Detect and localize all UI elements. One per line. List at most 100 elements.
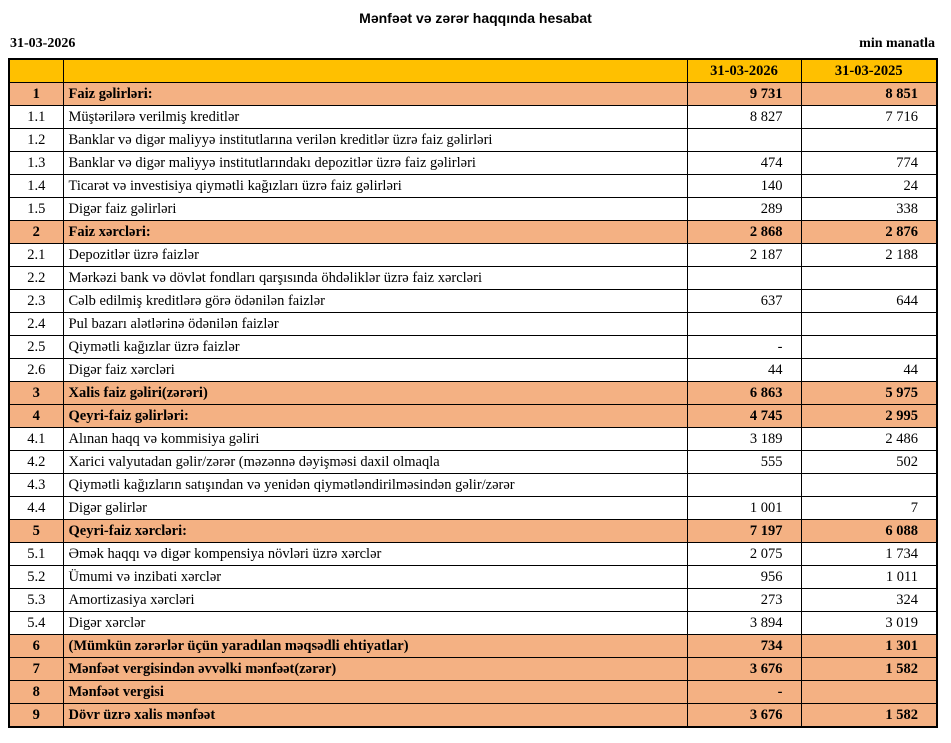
value-2025: 8 851 [800, 82, 938, 106]
value-2026: - [686, 335, 802, 359]
value-2025: 324 [800, 588, 938, 612]
row-number: 4.3 [8, 473, 64, 497]
row-number: 1.5 [8, 197, 64, 221]
value-2025: 502 [800, 450, 938, 474]
row-number: 1.3 [8, 151, 64, 175]
value-2025: 6 088 [800, 519, 938, 543]
value-2026: 2 187 [686, 243, 802, 267]
row-number: 9 [8, 703, 64, 728]
table-row: 3 Xalis faiz gəliri(zərəri) 6 863 5 975 [8, 381, 938, 405]
row-number: 2.2 [8, 266, 64, 290]
table-row: 2.3 Cəlb edilmiş kreditlərə görə ödənilən… [8, 289, 938, 313]
row-label: Ticarət və investisiya qiymətli kağızlar… [62, 174, 688, 198]
value-2026: 3 676 [686, 657, 802, 681]
row-label: Dövr üzrə xalis mənfəət [62, 703, 688, 728]
value-2026 [686, 473, 802, 497]
value-2026: 637 [686, 289, 802, 313]
row-number: 5 [8, 519, 64, 543]
value-2025: 644 [800, 289, 938, 313]
row-number: 4.1 [8, 427, 64, 451]
value-2026: 4 745 [686, 404, 802, 428]
row-label: Alınan haqq və kommisiya gəliri [62, 427, 688, 451]
table-row: 7 Mənfəət vergisindən əvvəlki mənfəət(zər… [8, 657, 938, 681]
row-number: 2.4 [8, 312, 64, 336]
row-number: 7 [8, 657, 64, 681]
table-row: 4.4 Digər gəlirlər 1 001 7 [8, 496, 938, 520]
row-number: 2.6 [8, 358, 64, 382]
value-2026 [686, 312, 802, 336]
value-2026: 44 [686, 358, 802, 382]
row-number: 5.1 [8, 542, 64, 566]
table-row: 2.5 Qiymətli kağızlar üzrə faizlər - [8, 335, 938, 359]
row-number: 5.3 [8, 588, 64, 612]
row-label: Mərkəzi bank və dövlət fondları qarşısın… [62, 266, 688, 290]
table-row: 6 (Mümkün zərərlər üçün yaradılan məqsədl… [8, 634, 938, 658]
row-label: Digər faiz xərcləri [62, 358, 688, 382]
row-label: Amortizasiya xərcləri [62, 588, 688, 612]
table-row: 2.2 Mərkəzi bank və dövlət fondları qarşı… [8, 266, 938, 290]
table-row: 5.3 Amortizasiya xərcləri 273 324 [8, 588, 938, 612]
value-2026 [686, 128, 802, 152]
row-number: 4.2 [8, 450, 64, 474]
table-row: 1 Faiz gəlirləri: 9 731 8 851 [8, 82, 938, 106]
row-label: Qiymətli kağızların satışından və yenidə… [62, 473, 688, 497]
value-2025: 24 [800, 174, 938, 198]
table-row: 5.4 Digər xərclər 3 894 3 019 [8, 611, 938, 635]
row-number: 4.4 [8, 496, 64, 520]
value-2025: 7 716 [800, 105, 938, 129]
report-date: 31-03-2026 [10, 36, 76, 51]
value-2025: 5 975 [800, 381, 938, 405]
income-table: 31-03-2026 31-03-2025 1 Faiz gəlirləri: 9 … [8, 58, 938, 728]
row-label: Qeyri-faiz xərcləri: [62, 519, 688, 543]
value-2026: 956 [686, 565, 802, 589]
table-row: 4.1 Alınan haqq və kommisiya gəliri 3 189 2… [8, 427, 938, 451]
row-label: Mənfəət vergisi [62, 680, 688, 704]
value-2026: 3 189 [686, 427, 802, 451]
value-2026: - [686, 680, 802, 704]
row-label: Mənfəət vergisindən əvvəlki mənfəət(zərə… [62, 657, 688, 681]
row-label: Xalis faiz gəliri(zərəri) [62, 381, 688, 405]
value-2026: 273 [686, 588, 802, 612]
row-number: 2.1 [8, 243, 64, 267]
value-2026: 289 [686, 197, 802, 221]
row-label: Banklar və digər maliyyə institutlarında… [62, 151, 688, 175]
row-number: 2.3 [8, 289, 64, 313]
table-row: 2.6 Digər faiz xərcləri 44 44 [8, 358, 938, 382]
row-label: Pul bazarı alətlərinə ödənilən faizlər [62, 312, 688, 336]
row-label: Banklar və digər maliyyə institutlarına … [62, 128, 688, 152]
table-body: 31-03-2026 31-03-2025 1 Faiz gəlirləri: 9 … [8, 58, 938, 728]
value-2026: 6 863 [686, 381, 802, 405]
header-cell [8, 58, 64, 83]
row-number: 1 [8, 82, 64, 106]
table-row: 8 Mənfəət vergisi - [8, 680, 938, 704]
value-2026: 555 [686, 450, 802, 474]
row-number: 1.4 [8, 174, 64, 198]
row-number: 2.5 [8, 335, 64, 359]
row-label: Qiymətli kağızlar üzrə faizlər [62, 335, 688, 359]
value-2026: 9 731 [686, 82, 802, 106]
row-number: 1.1 [8, 105, 64, 129]
table-row: 1.4 Ticarət və investisiya qiymətli kağız… [8, 174, 938, 198]
row-number: 3 [8, 381, 64, 405]
row-number: 5.4 [8, 611, 64, 635]
value-2026: 474 [686, 151, 802, 175]
table-row: 1.5 Digər faiz gəlirləri 289 338 [8, 197, 938, 221]
row-label: Depozitlər üzrə faizlər [62, 243, 688, 267]
table-row: 4.3 Qiymətli kağızların satışından və yen… [8, 473, 938, 497]
row-label: Ümumi və inzibati xərclər [62, 565, 688, 589]
row-label: Digər gəlirlər [62, 496, 688, 520]
title: Mənfəət və zərər haqqında hesabat [359, 10, 592, 26]
value-2025: 1 301 [800, 634, 938, 658]
table-row: 9 Dövr üzrə xalis mənfəət 3 676 1 582 [8, 703, 938, 728]
value-2025: 3 019 [800, 611, 938, 635]
value-2025 [800, 680, 938, 704]
value-2026: 1 001 [686, 496, 802, 520]
value-2025: 2 876 [800, 220, 938, 244]
table-row: 1.2 Banklar və digər maliyyə institutları… [8, 128, 938, 152]
table-row: 1.3 Banklar və digər maliyyə institutları… [8, 151, 938, 175]
value-2026: 8 827 [686, 105, 802, 129]
value-2026: 140 [686, 174, 802, 198]
table-row: 1.1 Müştərilərə verilmiş kreditlər 8 827 7 … [8, 105, 938, 129]
row-number: 8 [8, 680, 64, 704]
row-label: Digər faiz gəlirləri [62, 197, 688, 221]
